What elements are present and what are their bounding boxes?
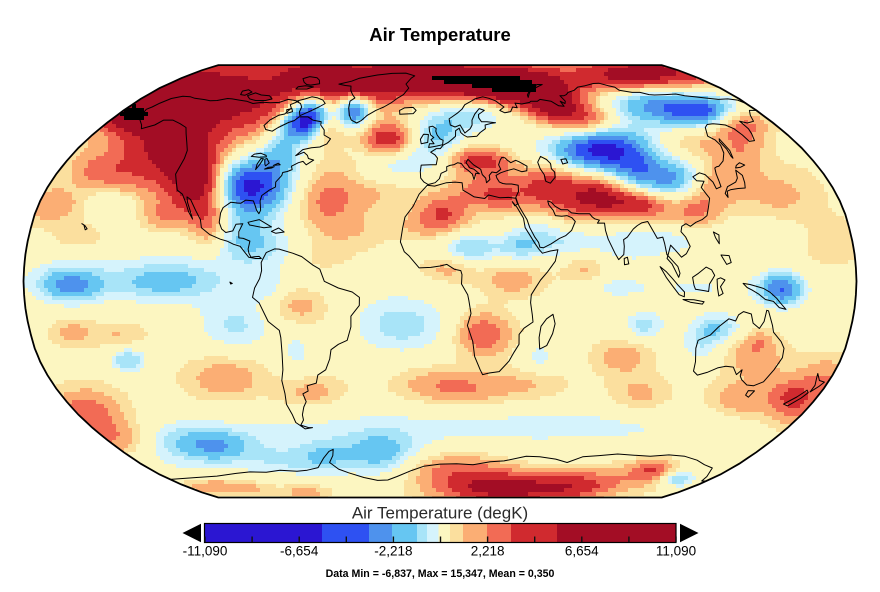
svg-text:Data Min = -6,837, Max = 15,34: Data Min = -6,837, Max = 15,347, Mean = … [326,568,555,580]
svg-text:-6,654: -6,654 [280,544,319,559]
svg-text:11,090: 11,090 [656,544,696,559]
svg-text:-11,090: -11,090 [183,544,228,559]
svg-text:Air Temperature: Air Temperature [369,24,511,45]
svg-text:2,218: 2,218 [471,544,505,559]
svg-text:6,654: 6,654 [565,544,599,559]
svg-text:Air Temperature (degK): Air Temperature (degK) [352,504,528,523]
svg-text:-2,218: -2,218 [374,544,412,559]
